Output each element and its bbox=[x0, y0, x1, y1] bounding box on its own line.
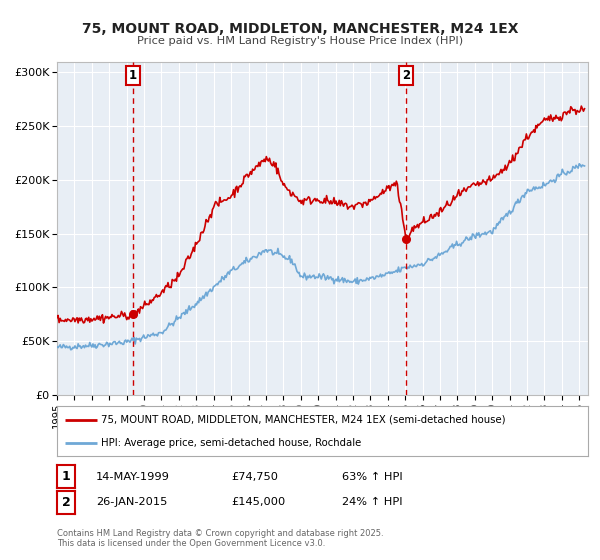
Text: 26-JAN-2015: 26-JAN-2015 bbox=[96, 497, 167, 507]
Text: 1: 1 bbox=[62, 470, 70, 483]
Text: £74,750: £74,750 bbox=[231, 472, 278, 482]
Text: 24% ↑ HPI: 24% ↑ HPI bbox=[342, 497, 403, 507]
Text: 2: 2 bbox=[62, 496, 70, 509]
Text: 1: 1 bbox=[129, 69, 137, 82]
Text: 14-MAY-1999: 14-MAY-1999 bbox=[96, 472, 170, 482]
Text: This data is licensed under the Open Government Licence v3.0.: This data is licensed under the Open Gov… bbox=[57, 539, 325, 548]
Text: 75, MOUNT ROAD, MIDDLETON, MANCHESTER, M24 1EX (semi-detached house): 75, MOUNT ROAD, MIDDLETON, MANCHESTER, M… bbox=[101, 414, 505, 424]
Text: £145,000: £145,000 bbox=[231, 497, 285, 507]
Text: 75, MOUNT ROAD, MIDDLETON, MANCHESTER, M24 1EX: 75, MOUNT ROAD, MIDDLETON, MANCHESTER, M… bbox=[82, 22, 518, 36]
Text: Contains HM Land Registry data © Crown copyright and database right 2025.: Contains HM Land Registry data © Crown c… bbox=[57, 529, 383, 538]
Text: HPI: Average price, semi-detached house, Rochdale: HPI: Average price, semi-detached house,… bbox=[101, 438, 361, 448]
Text: 2: 2 bbox=[403, 69, 410, 82]
Text: Price paid vs. HM Land Registry's House Price Index (HPI): Price paid vs. HM Land Registry's House … bbox=[137, 36, 463, 46]
Text: 63% ↑ HPI: 63% ↑ HPI bbox=[342, 472, 403, 482]
